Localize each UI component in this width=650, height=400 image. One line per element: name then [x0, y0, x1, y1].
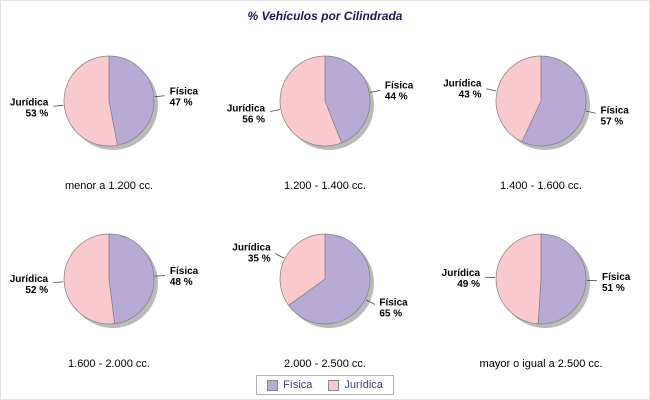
svg-text:65 %: 65 %	[379, 309, 402, 320]
svg-text:57 %: 57 %	[601, 116, 624, 127]
legend-item-juridica: Jurídica	[328, 379, 383, 391]
svg-text:Física: Física	[385, 81, 414, 92]
pie-grid: Física 47 % Jurídica 53 % menor a 1.200 cc.…	[1, 39, 649, 371]
svg-text:Física: Física	[170, 266, 199, 277]
svg-text:51 %: 51 %	[602, 283, 625, 294]
svg-text:47 %: 47 %	[170, 97, 193, 108]
pie-cell: Física 44 % Jurídica 56 % 1.200 - 1.400 cc.	[217, 39, 433, 193]
pie-cell: Física 51 % Jurídica 49 % mayor o igual a 2…	[433, 217, 649, 371]
svg-text:Física: Física	[602, 272, 631, 283]
svg-text:Física: Física	[170, 86, 199, 97]
pie-cell: Física 65 % Jurídica 35 % 2.000 - 2.500 cc.	[217, 217, 433, 371]
svg-text:49 %: 49 %	[457, 279, 480, 290]
pie-cell: Física 47 % Jurídica 53 % menor a 1.200 cc.	[1, 39, 217, 193]
fisica-swatch-icon	[267, 379, 279, 391]
pie-caption: 2.000 - 2.500 cc.	[284, 358, 366, 370]
svg-text:53 %: 53 %	[25, 109, 48, 120]
pie-caption: 1.400 - 1.600 cc.	[500, 180, 582, 192]
svg-text:Física: Física	[379, 298, 408, 309]
svg-text:Jurídica: Jurídica	[10, 274, 49, 285]
svg-text:Jurídica: Jurídica	[227, 103, 266, 114]
chart-legend: Física Jurídica	[256, 375, 394, 395]
svg-text:48 %: 48 %	[170, 277, 193, 288]
pie-cell: Física 57 % Jurídica 43 % 1.400 - 1.600 cc.	[433, 39, 649, 193]
svg-text:Jurídica: Jurídica	[232, 242, 271, 253]
svg-text:44 %: 44 %	[385, 92, 408, 103]
legend-label-juridica: Jurídica	[344, 379, 383, 391]
legend-item-fisica: Física	[267, 379, 312, 391]
chart-title: % Vehículos por Cilindrada	[247, 9, 403, 23]
legend-label-fisica: Física	[283, 379, 313, 391]
svg-text:56 %: 56 %	[242, 114, 265, 125]
svg-text:35 %: 35 %	[248, 253, 271, 264]
legend-wrap: Física Jurídica	[1, 375, 649, 396]
pie-caption: menor a 1.200 cc.	[64, 180, 154, 192]
pie-caption: mayor o igual a 2.500 cc.	[479, 358, 603, 370]
svg-text:Jurídica: Jurídica	[10, 98, 49, 109]
svg-text:52 %: 52 %	[25, 285, 48, 296]
pie-caption: 1.600 - 2.000 cc.	[68, 358, 150, 370]
pie-caption: 1.200 - 1.400 cc.	[284, 180, 366, 192]
svg-text:Jurídica: Jurídica	[442, 268, 481, 279]
svg-text:43 %: 43 %	[459, 90, 482, 101]
pie-cell: Física 48 % Jurídica 52 % 1.600 - 2.000 cc.	[1, 217, 217, 371]
svg-text:Física: Física	[601, 105, 630, 116]
svg-text:Jurídica: Jurídica	[443, 79, 482, 90]
juridica-swatch-icon	[328, 379, 340, 391]
